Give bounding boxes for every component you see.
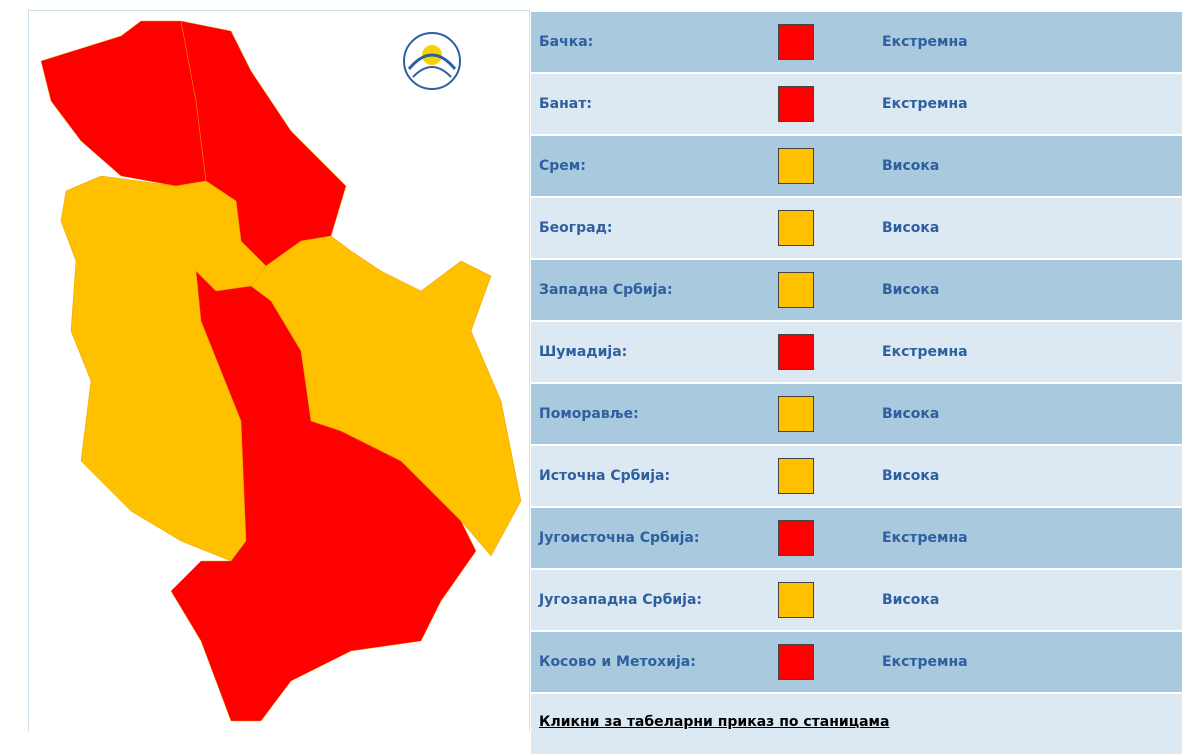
region-row[interactable]: Косово и Метохија: Екстремна <box>531 632 1182 694</box>
map-panel <box>28 10 530 731</box>
region-name: Источна Србија: <box>539 468 671 484</box>
region-row[interactable]: Западна Србија: Висока <box>531 260 1182 322</box>
region-shape[interactable] <box>40 20 207 187</box>
level-text: Висока <box>882 220 940 236</box>
level-swatch <box>778 148 814 184</box>
level-swatch <box>778 24 814 60</box>
region-row[interactable]: Југозападна Србија: Висока <box>531 570 1182 632</box>
level-swatch <box>778 210 814 246</box>
region-row[interactable]: Банат: Екстремна <box>531 74 1182 136</box>
region-row[interactable]: Шумадија: Екстремна <box>531 322 1182 384</box>
level-swatch <box>778 86 814 122</box>
level-text: Екстремна <box>882 530 968 546</box>
region-row[interactable]: Бачка: Екстремна <box>531 12 1182 74</box>
level-text: Висока <box>882 282 940 298</box>
region-row[interactable]: Југоисточна Србија: Екстремна <box>531 508 1182 570</box>
level-swatch <box>778 396 814 432</box>
footer-row[interactable]: Кликни за табеларни приказ по станицама <box>531 694 1182 756</box>
region-name: Југозападна Србија: <box>539 592 702 608</box>
region-name: Београд: <box>539 220 613 236</box>
region-row[interactable]: Срем: Висока <box>531 136 1182 198</box>
level-swatch <box>778 520 814 556</box>
region-name: Срем: <box>539 158 586 174</box>
region-row[interactable]: Источна Србија: Висока <box>531 446 1182 508</box>
alert-table: Бачка: Екстремна Банат: Екстремна Срем: Висок… <box>531 12 1182 756</box>
region-name: Банат: <box>539 96 592 112</box>
region-name: Шумадија: <box>539 344 628 360</box>
footer-link[interactable]: Кликни за табеларни приказ по станицама <box>539 714 890 730</box>
level-swatch <box>778 644 814 680</box>
region-name: Бачка: <box>539 34 594 50</box>
region-name: Косово и Метохија: <box>539 654 696 670</box>
level-text: Висока <box>882 158 940 174</box>
level-text: Екстремна <box>882 34 968 50</box>
level-text: Висока <box>882 406 940 422</box>
level-text: Екстремна <box>882 344 968 360</box>
region-name: Југоисточна Србија: <box>539 530 700 546</box>
level-text: Екстремна <box>882 96 968 112</box>
map <box>40 20 522 722</box>
level-text: Висока <box>882 592 940 608</box>
level-swatch <box>778 334 814 370</box>
region-name: Поморавље: <box>539 406 639 422</box>
level-swatch <box>778 458 814 494</box>
logo <box>403 32 461 90</box>
region-row[interactable]: Београд: Висока <box>531 198 1182 260</box>
region-shape[interactable] <box>170 270 477 722</box>
region-name: Западна Србија: <box>539 282 673 298</box>
level-text: Висока <box>882 468 940 484</box>
level-swatch <box>778 582 814 618</box>
level-text: Екстремна <box>882 654 968 670</box>
page: Бачка: Екстремна Банат: Екстремна Срем: Висок… <box>28 10 1182 756</box>
region-row[interactable]: Поморавље: Висока <box>531 384 1182 446</box>
level-swatch <box>778 272 814 308</box>
